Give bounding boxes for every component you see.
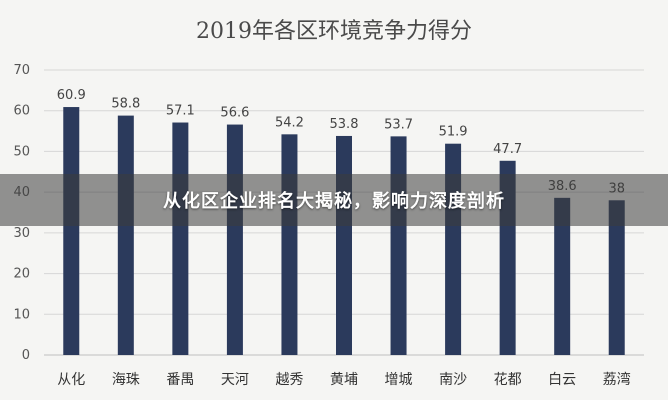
x-category-label: 海珠 (112, 372, 140, 388)
data-label: 53.7 (384, 117, 413, 132)
headline-banner: 从化区企业排名大揭秘，影响力深度剖析 (0, 174, 668, 226)
bar-天河 (226, 124, 243, 355)
data-label: 53.8 (330, 117, 359, 132)
data-label: 60.9 (57, 88, 86, 103)
x-category-label: 天河 (221, 372, 249, 388)
x-category-label: 南沙 (439, 372, 467, 388)
y-tick-label: 0 (22, 348, 30, 363)
x-category-label: 增城 (385, 372, 413, 388)
x-category-label: 黄埔 (330, 371, 358, 388)
bar-越秀 (281, 134, 298, 355)
bar-海珠 (117, 115, 134, 355)
x-category-label: 花都 (494, 372, 522, 388)
y-tick-label: 30 (13, 226, 30, 241)
x-category-label: 越秀 (275, 372, 303, 388)
x-category-label: 番禺 (166, 372, 194, 388)
x-category-label: 从化 (57, 372, 85, 388)
bar-增城 (390, 136, 407, 355)
bar-白云 (554, 197, 571, 355)
data-label: 51.9 (439, 125, 468, 140)
data-labels: 60.958.857.156.654.253.853.751.947.738.6… (57, 88, 625, 196)
data-label: 58.8 (111, 97, 140, 112)
data-label: 56.6 (220, 106, 249, 121)
y-tick-label: 70 (13, 63, 30, 78)
bars (63, 107, 625, 356)
data-label: 47.7 (493, 142, 522, 157)
x-category-label: 白云 (548, 372, 576, 388)
chart-title: 2019年各区环境竞争力得分 (196, 19, 472, 44)
y-tick-label: 60 (13, 104, 30, 119)
headline-text: 从化区企业排名大揭秘，影响力深度剖析 (163, 191, 505, 212)
data-label: 57.1 (166, 104, 195, 119)
bar-番禺 (172, 122, 189, 356)
data-label: 54.2 (275, 115, 304, 130)
bar-荔湾 (608, 200, 625, 355)
y-tick-label: 10 (13, 307, 30, 322)
x-axis-categories: 从化 海珠 番禺 天河 越秀 黄埔 增城 南沙 花都 白云 荔湾 (57, 371, 630, 388)
x-category-label: 荔湾 (603, 371, 631, 388)
y-tick-label: 50 (13, 144, 30, 159)
bar-黄埔 (336, 135, 352, 355)
bar-从化 (63, 107, 80, 355)
y-tick-label: 20 (13, 267, 30, 282)
